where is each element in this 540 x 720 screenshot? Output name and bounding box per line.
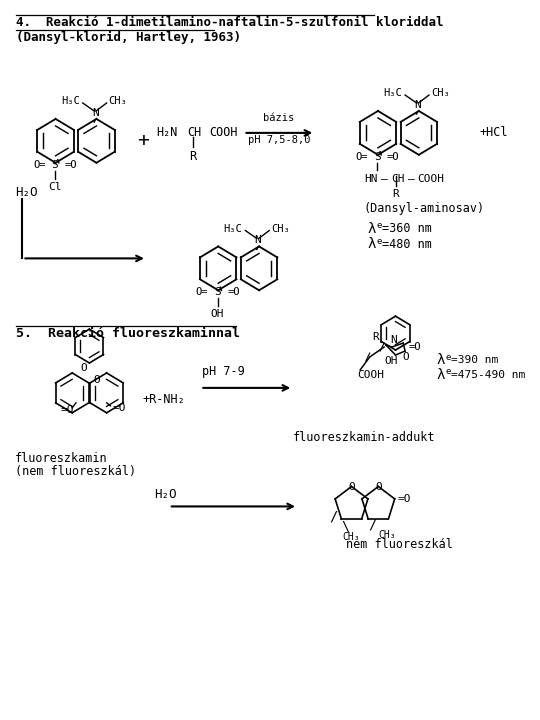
Text: e: e bbox=[376, 237, 382, 246]
Text: CH₃: CH₃ bbox=[271, 223, 290, 233]
Text: =390 nm: =390 nm bbox=[451, 355, 498, 365]
Text: =O: =O bbox=[387, 152, 400, 162]
Text: λ: λ bbox=[368, 222, 376, 235]
Text: N: N bbox=[92, 108, 98, 118]
Text: R: R bbox=[373, 332, 379, 342]
Text: OH: OH bbox=[211, 309, 224, 319]
Text: H₂O: H₂O bbox=[15, 186, 37, 199]
Text: =O: =O bbox=[64, 160, 77, 170]
Text: O: O bbox=[375, 482, 382, 492]
Text: +HCl: +HCl bbox=[480, 127, 508, 140]
Text: =O: =O bbox=[60, 405, 74, 415]
Text: O: O bbox=[80, 363, 87, 373]
Text: COOH: COOH bbox=[417, 174, 444, 184]
Text: (nem fluoreszkál): (nem fluoreszkál) bbox=[15, 464, 136, 477]
Text: λ: λ bbox=[368, 238, 376, 251]
Text: =360 nm: =360 nm bbox=[382, 222, 432, 235]
Text: O: O bbox=[93, 375, 100, 385]
Text: OH: OH bbox=[384, 356, 397, 366]
Text: S: S bbox=[214, 287, 221, 297]
Text: COOH: COOH bbox=[357, 370, 384, 380]
Text: fluoreszkamin-addukt: fluoreszkamin-addukt bbox=[293, 431, 436, 444]
Text: CH: CH bbox=[187, 127, 201, 140]
Text: COOH: COOH bbox=[209, 127, 238, 140]
Text: —: — bbox=[381, 174, 388, 184]
Text: N: N bbox=[390, 335, 397, 345]
Text: =475-490 nm: =475-490 nm bbox=[451, 370, 525, 380]
Text: e: e bbox=[446, 367, 451, 377]
Text: +: + bbox=[137, 131, 149, 150]
Text: =O: =O bbox=[227, 287, 240, 297]
Text: (Dansyl-klorid, Hartley, 1963): (Dansyl-klorid, Hartley, 1963) bbox=[16, 31, 241, 45]
Text: H₃C: H₃C bbox=[383, 88, 402, 98]
Text: O=: O= bbox=[195, 287, 208, 297]
Text: =O: =O bbox=[112, 402, 126, 413]
Text: λ: λ bbox=[437, 368, 445, 382]
Text: H₃C: H₃C bbox=[224, 223, 242, 233]
Text: CH₃: CH₃ bbox=[379, 531, 396, 540]
Text: CH: CH bbox=[391, 174, 404, 184]
Text: R: R bbox=[392, 189, 399, 199]
Text: Cl: Cl bbox=[48, 181, 62, 192]
Text: 4.  Reakció 1-dimetilamino-naftalin-5-szulfonil kloriddal: 4. Reakció 1-dimetilamino-naftalin-5-szu… bbox=[16, 17, 443, 30]
Text: H₃C: H₃C bbox=[61, 96, 80, 106]
Text: S: S bbox=[374, 152, 381, 162]
Text: R: R bbox=[189, 150, 196, 163]
Text: pH 7,5-8,0: pH 7,5-8,0 bbox=[247, 135, 310, 145]
Text: /: / bbox=[368, 518, 377, 531]
Text: \: \ bbox=[342, 519, 350, 534]
Text: pH 7-9: pH 7-9 bbox=[202, 366, 245, 379]
Text: CH₃: CH₃ bbox=[431, 88, 450, 98]
Text: H₂N: H₂N bbox=[157, 127, 178, 140]
Text: 5.  Reakció fluoreszkaminnal: 5. Reakció fluoreszkaminnal bbox=[16, 327, 240, 340]
Text: +R-NH₂: +R-NH₂ bbox=[143, 393, 186, 406]
Text: H₂O: H₂O bbox=[154, 488, 177, 501]
Text: bázis: bázis bbox=[263, 113, 294, 123]
Text: CH₃: CH₃ bbox=[343, 532, 360, 542]
Text: —: — bbox=[408, 174, 415, 184]
Text: O: O bbox=[348, 482, 355, 492]
Text: nem fluoreszkál: nem fluoreszkál bbox=[346, 538, 453, 551]
Text: /: / bbox=[330, 509, 338, 523]
Text: =O: =O bbox=[409, 342, 421, 352]
Text: N: N bbox=[254, 235, 261, 246]
Text: =O: =O bbox=[397, 495, 411, 505]
Text: N: N bbox=[414, 100, 421, 110]
Text: =480 nm: =480 nm bbox=[382, 238, 432, 251]
Text: S: S bbox=[52, 160, 58, 170]
Text: e: e bbox=[376, 221, 382, 230]
Text: (Dansyl-aminosav): (Dansyl-aminosav) bbox=[363, 202, 484, 215]
Text: e: e bbox=[446, 353, 451, 361]
Text: O: O bbox=[403, 352, 409, 362]
Text: fluoreszkamin: fluoreszkamin bbox=[15, 451, 107, 464]
Text: CH₃: CH₃ bbox=[109, 96, 127, 106]
Text: O=: O= bbox=[33, 160, 45, 170]
Text: O=: O= bbox=[355, 152, 368, 162]
Text: λ: λ bbox=[437, 353, 445, 367]
Text: HN: HN bbox=[364, 174, 377, 184]
